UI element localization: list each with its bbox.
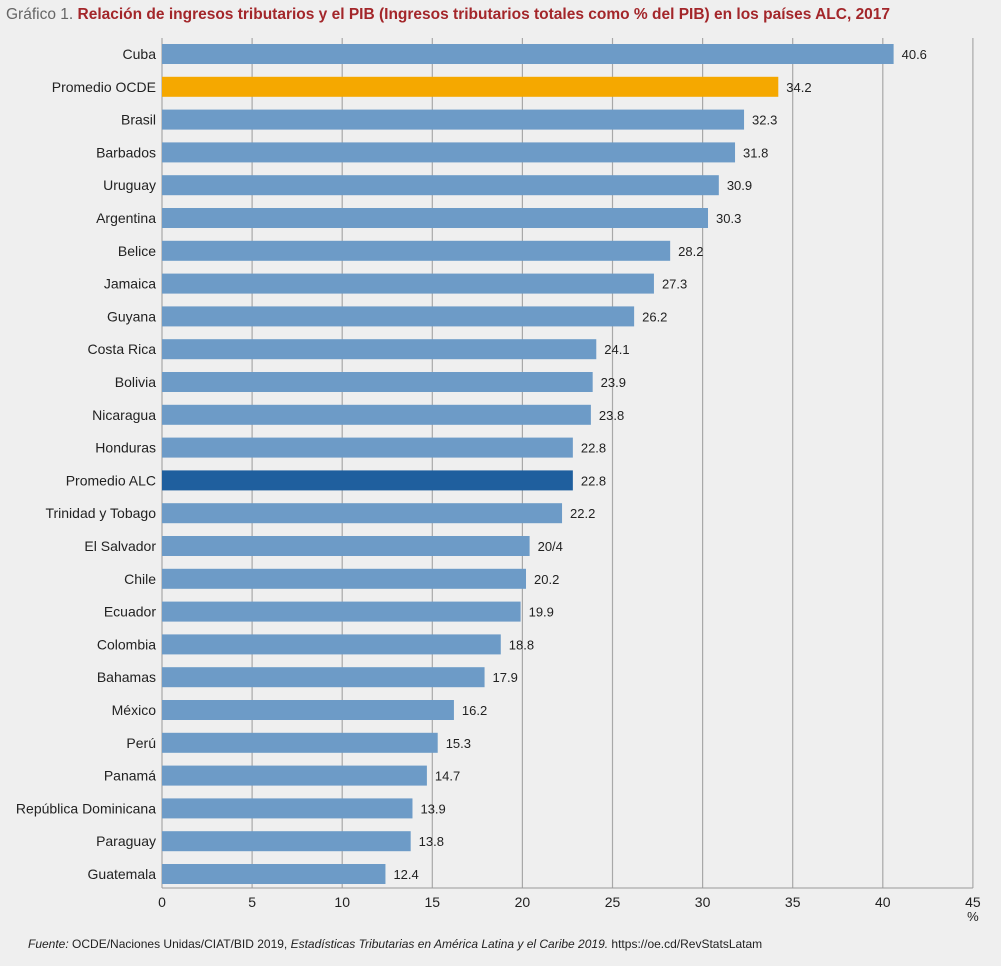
data-label: 22.2 [570, 506, 595, 521]
data-label: 30.3 [716, 211, 741, 226]
x-tick-label: 10 [334, 894, 350, 910]
data-label: 27.3 [662, 277, 687, 292]
data-label: 16.2 [462, 703, 487, 718]
x-tick-label: 35 [785, 894, 801, 910]
data-label: 31.8 [743, 145, 768, 160]
category-label: Colombia [97, 636, 156, 652]
bar-bolivia [162, 372, 593, 392]
category-label: Barbados [96, 144, 156, 160]
bar-trinidad-y-tobago [162, 503, 563, 524]
category-label: Jamaica [104, 276, 156, 292]
data-label: 24.1 [604, 342, 629, 357]
category-label: Panamá [104, 768, 156, 784]
data-label: 20/4 [538, 539, 563, 554]
x-tick-label: 0 [158, 894, 166, 910]
source-title: Estadísticas Tributarias en América Lati… [290, 937, 609, 951]
bar-chile [162, 568, 527, 589]
category-label: Bolivia [115, 374, 156, 390]
data-label: 19.9 [529, 605, 554, 620]
x-tick-label: 15 [425, 894, 441, 910]
data-label: 32.3 [752, 113, 777, 128]
bar-guyana [162, 306, 635, 327]
bar-belice [162, 240, 671, 261]
x-tick-label: 20 [515, 894, 531, 910]
bar-ecuador [162, 601, 521, 622]
category-label: Guatemala [88, 866, 157, 882]
category-label: El Salvador [84, 538, 156, 554]
source-text: OCDE/Naciones Unidas/CIAT/BID 2019, [72, 937, 288, 951]
category-label: Uruguay [103, 177, 156, 193]
bar-cuba [162, 44, 894, 64]
category-label: República Dominicana [16, 800, 156, 816]
category-label: Chile [124, 571, 156, 587]
bar-colombia [162, 634, 501, 655]
category-label: Belice [118, 243, 156, 259]
category-label: Honduras [95, 440, 156, 456]
category-label: Costa Rica [88, 341, 157, 357]
bar-chart: Cuba 40.6 Promedio OCDE 34.2 Brasil 32.3 Barba… [16, 38, 981, 924]
data-label: 20.2 [534, 572, 559, 587]
bar-el-salvador [162, 536, 530, 556]
bar-jamaica [162, 273, 654, 294]
data-label: 40.6 [902, 47, 927, 62]
category-label: Cuba [123, 46, 157, 62]
x-tick-label: 25 [605, 894, 621, 910]
x-tick-label: 40 [875, 894, 891, 910]
bar-perú [162, 732, 438, 753]
data-label: 22.8 [581, 473, 606, 488]
category-label: Promedio OCDE [52, 79, 156, 95]
category-label: Guyana [107, 308, 156, 324]
x-tick-label: 45 [965, 894, 981, 910]
x-axis-label: % [967, 909, 979, 924]
data-label: 23.8 [599, 408, 624, 423]
bar-argentina [162, 208, 709, 228]
bar-barbados [162, 142, 736, 163]
chart-title-prefix: Gráfico 1. [6, 6, 74, 23]
category-label: Brasil [121, 112, 156, 128]
category-label: Argentina [96, 210, 156, 226]
data-label: 13.9 [420, 801, 445, 816]
bar-paraguay [162, 831, 411, 852]
data-label: 18.8 [509, 637, 534, 652]
data-label: 28.2 [678, 244, 703, 259]
category-label: Ecuador [104, 604, 156, 620]
chart-title: Gráfico 1. Relación de ingresos tributar… [6, 6, 890, 24]
data-label: 13.8 [419, 834, 444, 849]
bar-panamá [162, 765, 427, 786]
x-tick-label: 30 [695, 894, 711, 910]
category-label: Bahamas [97, 669, 156, 685]
data-label: 12.4 [393, 867, 418, 882]
category-label: Promedio ALC [66, 472, 156, 488]
source-url: https://oe.cd/RevStatsLatam [611, 937, 763, 951]
bar-nicaragua [162, 404, 591, 425]
data-label: 26.2 [642, 309, 667, 324]
category-label: Trinidad y Tobago [45, 505, 156, 521]
x-tick-label: 5 [248, 894, 256, 910]
data-label: 14.7 [435, 769, 460, 784]
bar-república-dominicana [162, 798, 413, 819]
bar-méxico [162, 700, 454, 720]
chart-title-main: Relación de ingresos tributarios y el PI… [77, 6, 891, 23]
bar-uruguay [162, 175, 719, 196]
data-label: 34.2 [786, 80, 811, 95]
data-label: 17.9 [493, 670, 518, 685]
data-label: 22.8 [581, 441, 606, 456]
bar-bahamas [162, 667, 485, 688]
source-label: Fuente: [28, 937, 69, 951]
category-label: Perú [126, 735, 156, 751]
category-label: Paraguay [96, 833, 156, 849]
bar-costa-rica [162, 339, 597, 360]
category-label: México [112, 702, 157, 718]
source-note: Fuente: OCDE/Naciones Unidas/CIAT/BID 20… [28, 937, 762, 951]
bar-honduras [162, 437, 573, 458]
bar-guatemala [162, 864, 386, 884]
bar-promedio-ocde [162, 76, 779, 97]
bar-brasil [162, 109, 745, 130]
data-label: 15.3 [446, 736, 471, 751]
data-label: 30.9 [727, 178, 752, 193]
category-label: Nicaragua [92, 407, 156, 423]
bar-promedio-alc [162, 470, 573, 491]
data-label: 23.9 [601, 375, 626, 390]
